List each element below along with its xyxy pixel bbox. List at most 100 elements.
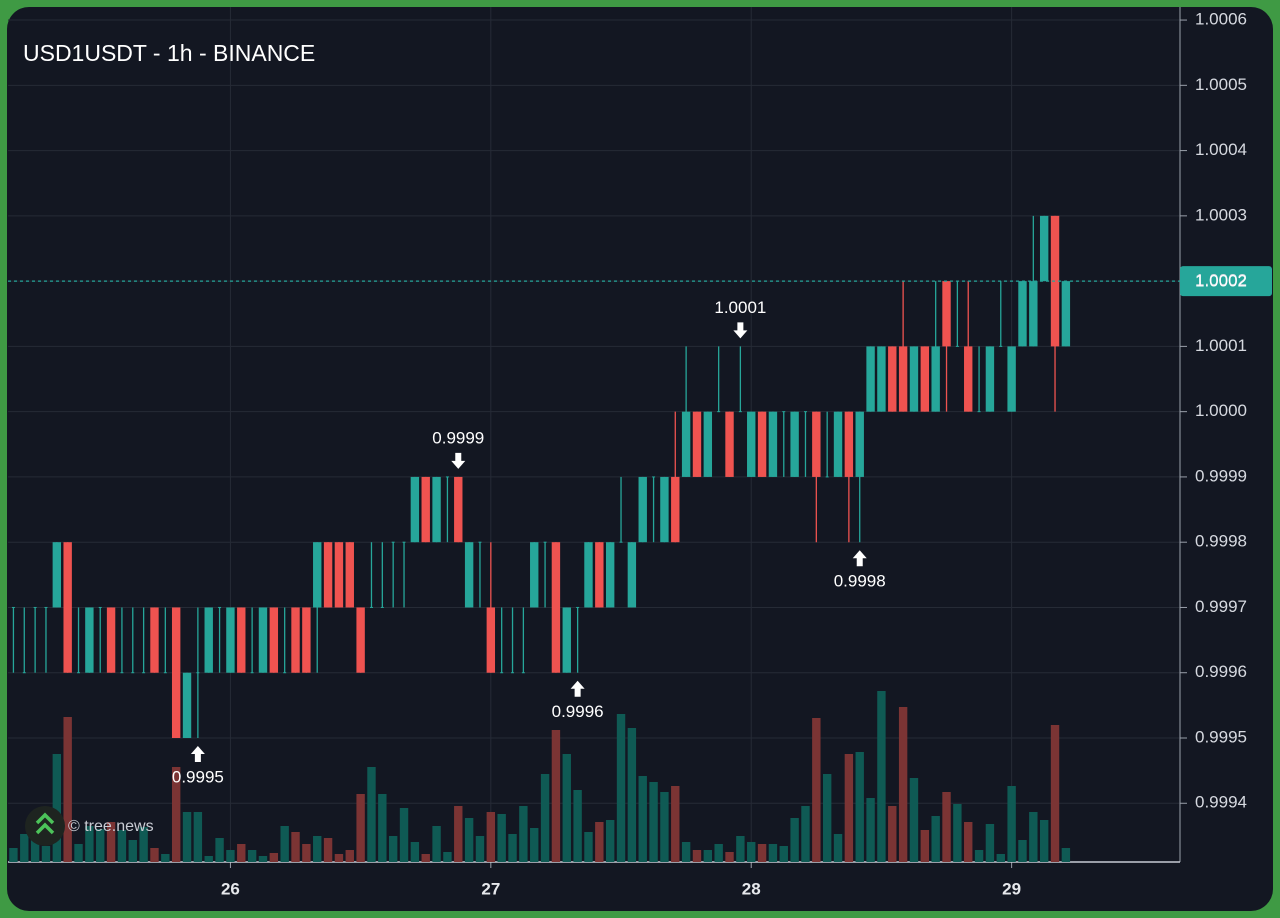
volume-bar <box>551 730 561 862</box>
y-tick-label: 1.0002 <box>1195 271 1247 290</box>
candle-body <box>1007 346 1016 412</box>
candle-body <box>63 542 72 673</box>
volume-bar <box>1039 820 1049 862</box>
volume-bar <box>85 826 94 862</box>
volume-bar <box>215 838 224 862</box>
candle-body <box>291 607 300 673</box>
volume-bar <box>378 794 387 862</box>
candle-body <box>421 476 430 543</box>
candle-body <box>692 411 702 477</box>
volume-bar <box>692 850 702 862</box>
volume-bar <box>605 820 615 862</box>
panel <box>7 7 1273 911</box>
annotation-arrow <box>733 322 748 339</box>
candle-body <box>671 476 680 543</box>
volume-bar <box>725 852 734 862</box>
candle-body <box>920 346 930 412</box>
candle-body <box>866 346 875 412</box>
candle-body <box>182 672 192 738</box>
candle-body <box>302 607 311 673</box>
volume-bar <box>920 830 930 862</box>
y-tick-label: 0.9994 <box>1195 793 1247 812</box>
volume-bar <box>964 822 973 862</box>
candle-body <box>660 476 669 543</box>
volume-bar <box>562 754 571 862</box>
volume-bar <box>313 836 322 862</box>
candle-body <box>909 346 919 412</box>
volume-bar <box>139 827 148 862</box>
volume-bar <box>638 776 647 862</box>
watermark: © tree.news <box>25 806 154 846</box>
volume-bar <box>1029 812 1038 862</box>
candle-body <box>725 411 734 477</box>
volume-bar <box>226 850 235 862</box>
volume-bar <box>627 728 637 862</box>
y-tick-label: 1.0001 <box>1195 336 1247 355</box>
annotation-label: 0.9999 <box>432 428 484 447</box>
candle-body <box>454 476 463 543</box>
volume-bar <box>323 838 333 862</box>
volume-bar <box>269 853 279 862</box>
volume-bar <box>898 707 908 862</box>
volume-bar <box>714 844 723 862</box>
candle-body <box>985 346 995 412</box>
volume-bar <box>280 826 289 862</box>
volume-bar <box>30 840 40 862</box>
volume-bar <box>649 782 658 862</box>
candle-body <box>345 542 354 608</box>
candle-body <box>790 411 799 477</box>
volume-bar <box>812 718 821 862</box>
volume-bar <box>540 774 550 862</box>
volume-bar <box>150 848 159 862</box>
candle-body <box>833 411 843 477</box>
candle-body <box>747 411 756 477</box>
candle-body <box>877 346 886 412</box>
volume-bar <box>931 816 940 862</box>
volume-bar <box>519 806 528 862</box>
candle-body <box>681 411 691 477</box>
volume-bar <box>128 840 137 862</box>
y-tick-label: 1.0003 <box>1195 205 1247 224</box>
candle-body <box>323 542 333 608</box>
volume-bar <box>595 822 604 862</box>
volume-bar <box>703 850 713 862</box>
volume-bar <box>182 812 192 862</box>
volume-bar <box>736 836 745 862</box>
last-price-label: 1.0002 <box>1195 272 1247 291</box>
volume-bar <box>942 792 951 862</box>
candle-body <box>171 607 181 738</box>
volume-bar <box>497 814 506 862</box>
candle-body <box>432 476 441 543</box>
volume-bar <box>63 717 72 862</box>
volume-bar <box>768 844 778 862</box>
candle-body <box>627 542 637 608</box>
candle-body <box>258 607 268 673</box>
candle-body <box>942 281 951 347</box>
volume-bar <box>573 790 582 862</box>
candle-body <box>757 411 767 477</box>
candle-body <box>888 346 897 412</box>
candle-body <box>334 542 344 608</box>
candle-body <box>269 607 279 673</box>
volume-bar <box>443 852 452 862</box>
volume-bar <box>779 846 788 862</box>
volume-bar <box>388 836 398 862</box>
candle-body <box>204 607 213 673</box>
volume-bar <box>334 854 344 862</box>
x-tick-label: 29 <box>1002 879 1021 898</box>
volume-bar <box>161 854 170 862</box>
candle-body <box>410 476 420 543</box>
volume-bar <box>193 812 203 862</box>
candle-body <box>551 542 561 673</box>
volume-bar <box>237 844 246 862</box>
candle-body <box>595 542 604 608</box>
annotation-arrow <box>451 452 466 469</box>
y-tick-label: 1.0000 <box>1195 401 1247 420</box>
volume-bar <box>345 850 354 862</box>
volume-bar <box>822 774 832 862</box>
volume-bar <box>996 854 1005 862</box>
candle-body <box>226 607 235 673</box>
volume-bar <box>96 829 105 862</box>
grid <box>8 7 1187 868</box>
